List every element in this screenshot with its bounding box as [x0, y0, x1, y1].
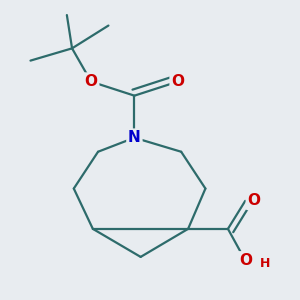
Text: O: O	[248, 193, 260, 208]
Text: O: O	[239, 253, 252, 268]
Text: H: H	[260, 257, 270, 270]
Text: O: O	[171, 74, 184, 89]
Text: O: O	[85, 74, 98, 89]
Text: N: N	[128, 130, 141, 145]
